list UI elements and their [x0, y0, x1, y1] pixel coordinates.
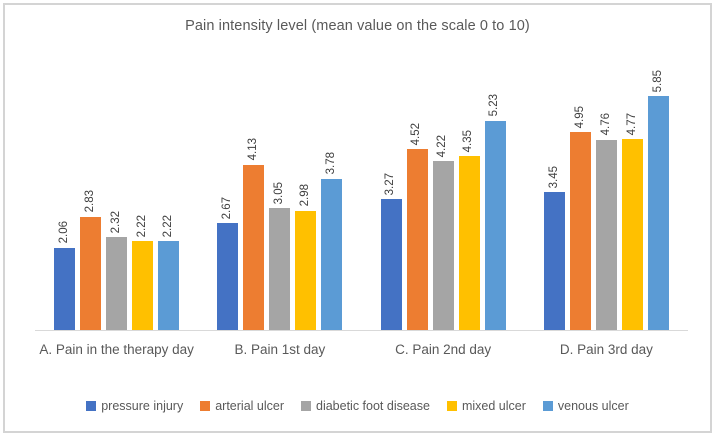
bar	[595, 139, 617, 330]
bar	[54, 247, 76, 330]
category-axis: A. Pain in the therapy day B. Pain 1st da…	[35, 337, 688, 359]
bar-value-label: 3.05	[273, 181, 286, 204]
bar-column: 4.22	[432, 134, 454, 330]
bar	[621, 139, 643, 330]
bar-column: 2.22	[132, 214, 154, 330]
bar	[132, 241, 154, 330]
chart-title: Pain intensity level (mean value on the …	[185, 18, 530, 34]
bar-value-label: 3.78	[325, 152, 338, 175]
bar	[484, 120, 506, 330]
category-label: A. Pain in the therapy day	[39, 342, 194, 357]
legend-item: mixed ulcer	[446, 399, 526, 413]
bar	[321, 178, 343, 330]
legend-item: arterial ulcer	[200, 399, 284, 413]
bar-value-label: 3.27	[384, 172, 397, 196]
legend-swatch-icon	[86, 401, 97, 411]
bar-group: 3.27 4.52 4.22 4.35 5.23	[362, 49, 525, 330]
bar-value-label: 4.76	[599, 113, 612, 136]
legend-label: mixed ulcer	[461, 399, 526, 413]
bar-group: 2.67 4.13 3.05 2.98 3.78	[198, 49, 361, 330]
bar-value-label: 5.23	[488, 94, 501, 117]
legend-item: venous ulcer	[542, 399, 629, 413]
bar-column: 4.77	[621, 112, 643, 330]
category-label: D. Pain 3rd day	[559, 342, 653, 357]
bar	[432, 161, 454, 330]
legend-swatch-icon	[542, 401, 553, 411]
bar	[158, 241, 180, 330]
bar-group: 3.45 4.95 4.76 4.77 5.85	[525, 49, 688, 330]
bar-value-label: 4.13	[247, 138, 260, 161]
bar-column: 4.95	[569, 105, 591, 330]
bar-column: 4.76	[595, 113, 617, 330]
bar-column: 2.22	[158, 214, 180, 330]
bar-value-label: 4.52	[410, 122, 423, 146]
legend-item: pressure injury	[86, 399, 183, 413]
bar-value-label: 5.85	[651, 69, 664, 92]
bar	[543, 192, 565, 330]
bar-value-label: 2.22	[161, 214, 174, 238]
bar	[569, 132, 591, 330]
bar-column: 3.27	[380, 172, 402, 330]
chart-container: Pain intensity level (mean value on the …	[3, 3, 712, 433]
bar-value-label: 2.06	[57, 221, 70, 244]
bar-column: 2.98	[295, 184, 317, 330]
legend-swatch-icon	[200, 401, 211, 411]
bar-value-label: 2.67	[221, 196, 234, 220]
bar-column: 2.32	[106, 210, 128, 330]
bar	[106, 237, 128, 330]
legend-swatch-icon	[446, 401, 457, 411]
bar	[295, 210, 317, 330]
bar-value-label: 4.77	[625, 112, 638, 136]
bar	[458, 156, 480, 330]
bar	[647, 96, 669, 330]
bar	[380, 199, 402, 330]
legend: pressure injury arterial ulcer diabetic fo…	[5, 399, 710, 413]
bar-column: 2.67	[217, 196, 239, 330]
bar	[217, 223, 239, 330]
bar-value-label: 4.95	[573, 105, 586, 128]
category-label: B. Pain 1st day	[234, 342, 326, 357]
bar-value-label: 2.32	[109, 210, 122, 234]
category-label: C. Pain 2nd day	[395, 342, 492, 357]
bar-column: 4.52	[406, 122, 428, 330]
plot-area: 2.06 2.83 2.32 2.22 2.22 2.67 4.13 3.05 2.98 3.78…	[35, 49, 688, 331]
bar-column: 5.23	[484, 94, 506, 330]
bar-value-label: 3.45	[547, 165, 560, 188]
bar	[80, 216, 102, 330]
legend-swatch-icon	[301, 401, 311, 411]
bar-value-label: 4.35	[462, 129, 475, 152]
bar-value-label: 2.98	[299, 184, 312, 207]
legend-label: pressure injury	[101, 399, 184, 413]
bar-value-label: 4.22	[436, 134, 449, 158]
bar	[243, 164, 265, 330]
bar-group: 2.06 2.83 2.32 2.22 2.22	[35, 49, 198, 330]
bar	[406, 149, 428, 330]
bar-column: 4.35	[458, 129, 480, 330]
bar-value-label: 2.83	[83, 190, 96, 213]
bar-column: 3.78	[321, 152, 343, 330]
legend-label: arterial ulcer	[215, 399, 284, 413]
legend-label: diabetic foot disease	[316, 399, 430, 413]
bar-value-label: 2.22	[135, 214, 148, 238]
bar-column: 3.05	[269, 181, 291, 330]
legend-label: venous ulcer	[557, 399, 629, 413]
bar	[269, 208, 291, 330]
bar-column: 2.83	[80, 190, 102, 330]
bar-column: 2.06	[54, 221, 76, 330]
bar-column: 3.45	[543, 165, 565, 330]
bar-column: 5.85	[647, 69, 669, 330]
legend-item: diabetic foot disease	[301, 399, 430, 413]
bar-column: 4.13	[243, 138, 265, 330]
